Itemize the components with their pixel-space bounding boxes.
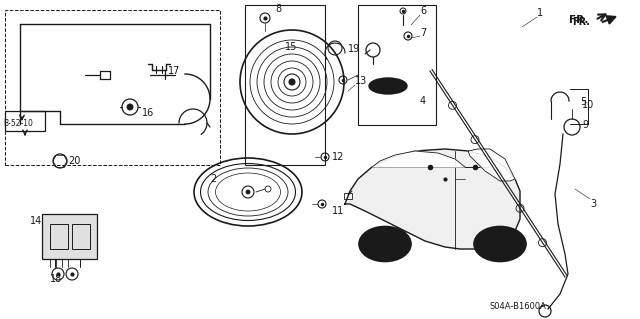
Text: 16: 16: [142, 108, 154, 118]
Text: 7: 7: [420, 28, 426, 38]
Text: 4: 4: [420, 96, 426, 106]
Bar: [5, 111, 45, 131]
Text: 9: 9: [582, 120, 588, 130]
Text: 18: 18: [50, 274, 62, 284]
Bar: [358, 5, 436, 125]
Text: B-52-10: B-52-10: [3, 120, 33, 129]
Bar: [5, 10, 220, 165]
Text: 19: 19: [348, 44, 360, 54]
Text: 17: 17: [168, 66, 180, 76]
Polygon shape: [468, 149, 515, 181]
Ellipse shape: [369, 78, 407, 94]
Text: 13: 13: [355, 76, 367, 86]
Circle shape: [127, 104, 133, 110]
Text: 10: 10: [582, 100, 595, 110]
Text: FR.: FR.: [568, 15, 588, 25]
Bar: [42, 214, 97, 259]
Bar: [72, 224, 90, 249]
Text: 5: 5: [580, 97, 586, 107]
Text: 6: 6: [420, 6, 426, 16]
Bar: [50, 224, 68, 249]
Circle shape: [289, 79, 295, 85]
Bar: [245, 5, 325, 165]
Polygon shape: [345, 149, 520, 249]
Ellipse shape: [359, 226, 411, 262]
Text: 2: 2: [210, 174, 216, 184]
Text: 15: 15: [285, 42, 298, 52]
Text: 14: 14: [30, 216, 42, 226]
Text: 11: 11: [332, 206, 344, 216]
Text: 3: 3: [590, 199, 596, 209]
Text: 20: 20: [68, 156, 81, 166]
Ellipse shape: [481, 231, 519, 257]
Ellipse shape: [474, 226, 526, 262]
Bar: [344, 193, 352, 199]
Polygon shape: [372, 151, 465, 167]
Text: 8: 8: [275, 4, 281, 14]
Circle shape: [246, 190, 250, 194]
Text: 12: 12: [332, 152, 344, 162]
Text: 1: 1: [537, 8, 543, 18]
Text: FR.: FR.: [572, 17, 590, 27]
Text: S04A-B1600A: S04A-B1600A: [490, 302, 547, 311]
Ellipse shape: [366, 231, 404, 257]
